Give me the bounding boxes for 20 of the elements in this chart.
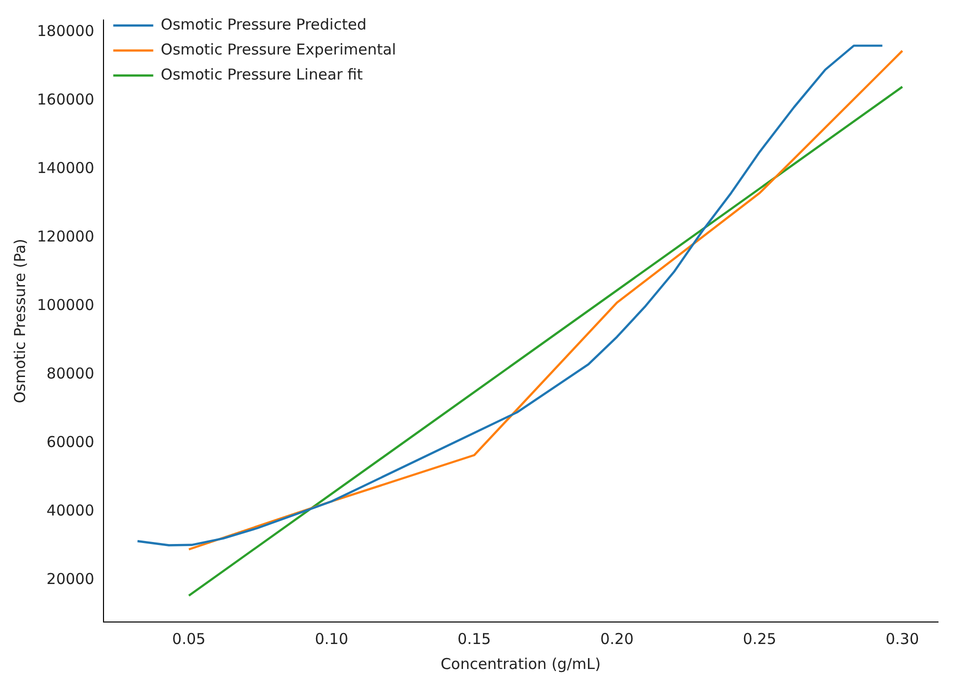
y-tick-label: 100000 (36, 296, 94, 314)
x-tick-label: 0.15 (458, 630, 491, 648)
legend-label: Osmotic Pressure Linear fit (160, 65, 363, 84)
y-tick-label: 80000 (46, 364, 94, 383)
legend-label: Osmotic Pressure Experimental (160, 40, 396, 58)
y-tick-label: 60000 (46, 433, 94, 452)
x-tick-label: 0.30 (886, 630, 920, 648)
x-tick-label: 0.05 (172, 630, 206, 648)
x-tick-label: 0.10 (314, 630, 348, 648)
x-axis-title: Concentration (g/mL) (440, 654, 601, 673)
y-axis-title: Osmotic Pressure (Pa) (10, 238, 29, 404)
y-tick-label: 180000 (36, 22, 94, 40)
legend-label: Osmotic Pressure Predicted (160, 15, 366, 34)
y-tick-label: 20000 (46, 570, 94, 588)
y-tick-label: 40000 (46, 502, 94, 520)
y-tick-label: 120000 (36, 227, 94, 246)
y-tick-label: 140000 (36, 158, 94, 177)
x-tick-label: 0.25 (742, 630, 776, 648)
x-tick-label: 0.20 (600, 630, 634, 648)
y-tick-label: 160000 (36, 90, 94, 108)
